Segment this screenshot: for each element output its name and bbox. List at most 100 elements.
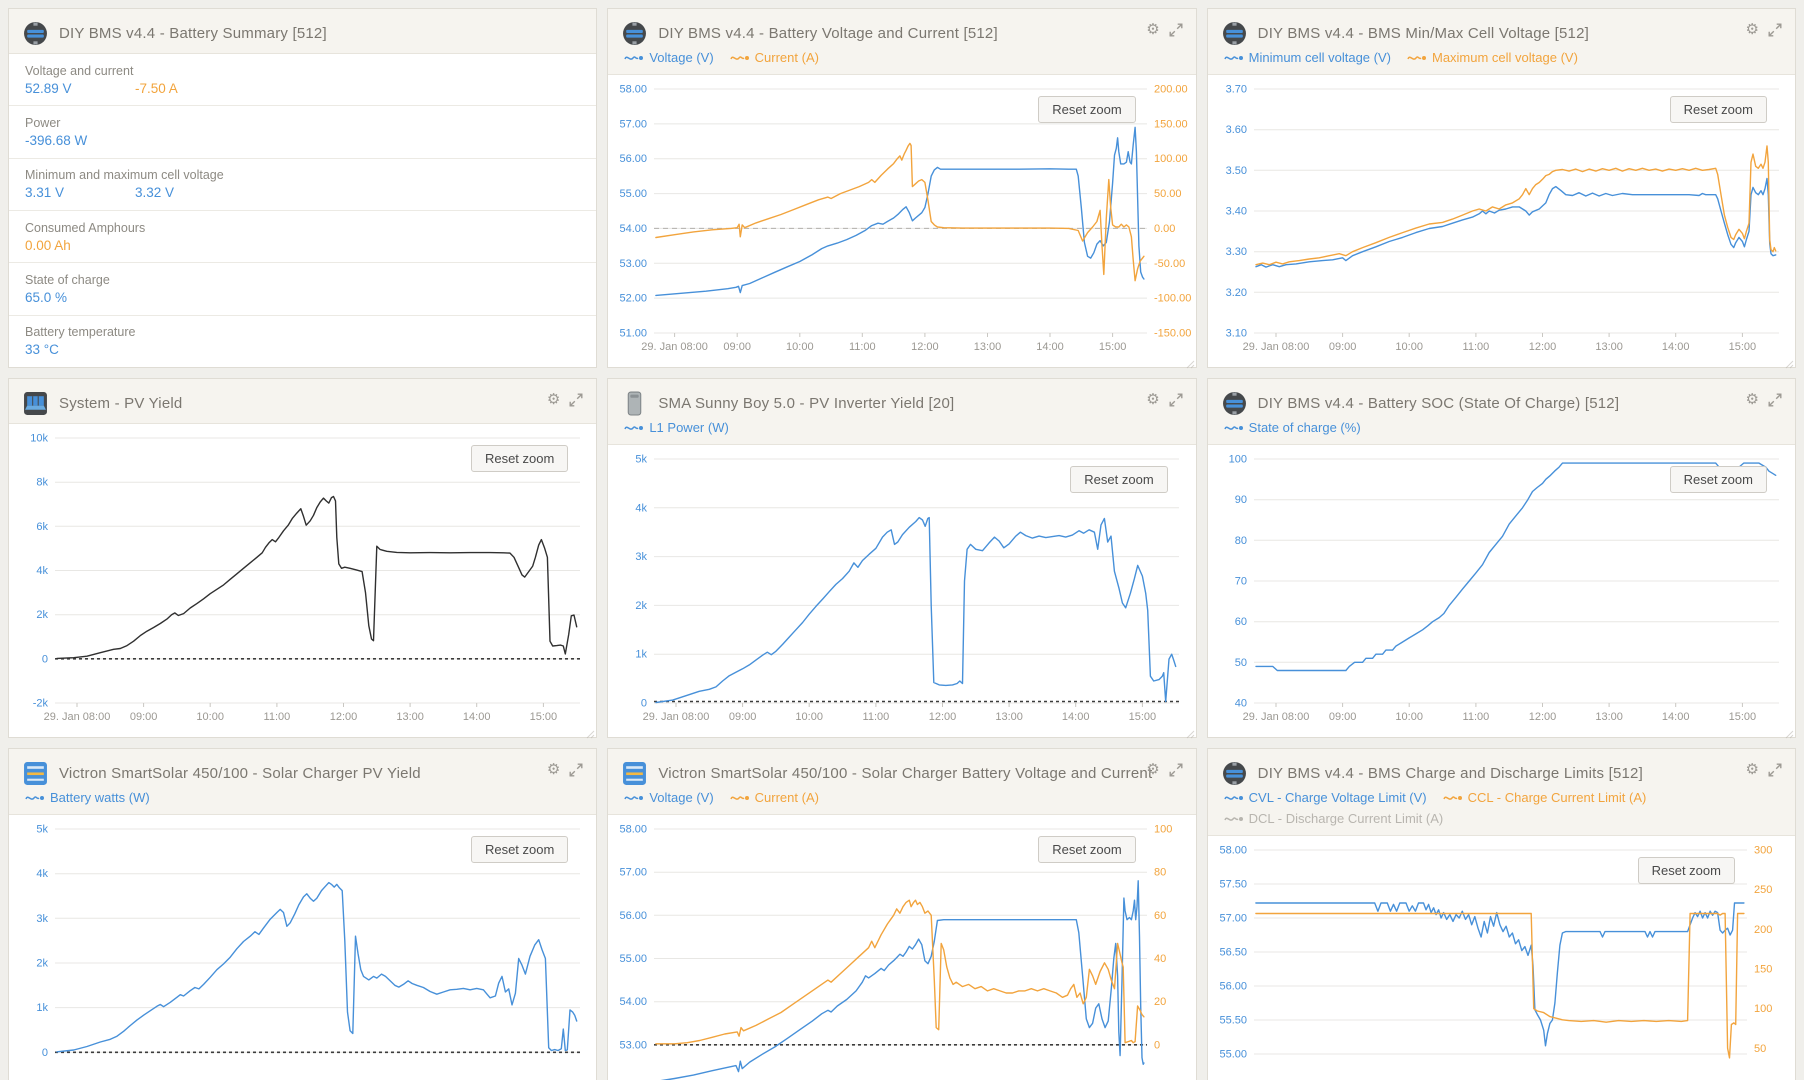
svg-text:29. Jan 08:00: 29. Jan 08:00 <box>44 711 111 723</box>
resize-handle-icon[interactable] <box>1784 356 1794 369</box>
battery-power-value: -396.68 W <box>25 132 88 148</box>
victron-mppt-icon <box>23 761 48 786</box>
reset-zoom-button[interactable]: Reset zoom <box>1070 466 1168 493</box>
line-series-marker-icon <box>624 795 644 800</box>
panel-title: DIY BMS v4.4 - Battery Voltage and Curre… <box>658 24 998 42</box>
panel-battery-summary: DIY BMS v4.4 - Battery Summary [512] Vol… <box>8 8 598 368</box>
svg-text:54.00: 54.00 <box>620 223 648 235</box>
reset-zoom-button[interactable]: Reset zoom <box>1038 836 1136 863</box>
svg-text:55.50: 55.50 <box>1219 1015 1247 1027</box>
svg-text:1k: 1k <box>36 1002 48 1014</box>
svg-text:60: 60 <box>1154 910 1166 922</box>
svg-text:2k: 2k <box>36 958 48 970</box>
legend-l1-power[interactable]: L1 Power (W) <box>624 420 729 435</box>
reset-zoom-button[interactable]: Reset zoom <box>470 445 569 472</box>
gear-icon[interactable]: ⚙ <box>1146 391 1160 408</box>
expand-icon[interactable] <box>1169 763 1183 777</box>
svg-text:3k: 3k <box>636 551 648 563</box>
panel-title: Victron SmartSolar 450/100 - Solar Charg… <box>658 764 1153 782</box>
legend-current[interactable]: Current (A) <box>729 790 819 805</box>
svg-text:11:00: 11:00 <box>1462 711 1489 723</box>
sma-inverter-icon <box>622 391 647 416</box>
expand-icon[interactable] <box>569 763 583 777</box>
legend-voltage[interactable]: Voltage (V) <box>624 50 714 65</box>
summary-label: Voltage and current <box>25 63 134 78</box>
reset-zoom-button[interactable]: Reset zoom <box>470 836 569 863</box>
legend-ccl[interactable]: CCL - Charge Current Limit (A) <box>1442 790 1646 805</box>
expand-icon[interactable] <box>1768 763 1782 777</box>
svg-text:300: 300 <box>1754 845 1772 857</box>
bms-device-icon <box>1222 391 1247 416</box>
svg-text:29. Jan 08:00: 29. Jan 08:00 <box>1242 711 1309 723</box>
svg-text:53.00: 53.00 <box>620 258 648 270</box>
panel-battery-soc: DIY BMS v4.4 - Battery SOC (State Of Cha… <box>1206 378 1796 739</box>
svg-text:09:00: 09:00 <box>729 711 757 723</box>
legend-min-cell-voltage[interactable]: Minimum cell voltage (V) <box>1223 50 1391 65</box>
svg-text:29. Jan 08:00: 29. Jan 08:00 <box>1242 341 1309 353</box>
legend-state-of-charge[interactable]: State of charge (%) <box>1223 420 1361 435</box>
svg-text:55.00: 55.00 <box>1219 1049 1247 1061</box>
expand-icon[interactable] <box>569 393 583 407</box>
panel-title: Victron SmartSolar 450/100 - Solar Charg… <box>59 764 421 782</box>
svg-text:-150.00: -150.00 <box>1154 328 1191 340</box>
panel-bms-charge-discharge-limits: DIY BMS v4.4 - BMS Charge and Discharge … <box>1206 748 1796 1080</box>
gear-icon[interactable]: ⚙ <box>546 391 561 408</box>
legend-voltage[interactable]: Voltage (V) <box>624 790 714 805</box>
svg-text:80: 80 <box>1154 867 1166 879</box>
svg-text:56.00: 56.00 <box>620 153 648 165</box>
bms-device-icon <box>622 21 647 46</box>
svg-text:13:00: 13:00 <box>1595 711 1623 723</box>
reset-zoom-button[interactable]: Reset zoom <box>1637 857 1735 884</box>
svg-text:150: 150 <box>1754 964 1772 976</box>
svg-text:14:00: 14:00 <box>1062 711 1090 723</box>
svg-text:0: 0 <box>42 1047 48 1059</box>
chart-canvas[interactable]: 10k 8k 6k 4k 2k 0 -2k 29. Jan 08:00 09:00 10:00 11… <box>9 424 596 737</box>
legend-dcl[interactable]: DCL - Discharge Current Limit (A) <box>1223 811 1443 826</box>
gear-icon[interactable]: ⚙ <box>1146 761 1160 778</box>
resize-handle-icon[interactable] <box>1185 726 1195 739</box>
gear-icon[interactable]: ⚙ <box>1745 21 1759 38</box>
gear-icon[interactable]: ⚙ <box>546 761 561 778</box>
gear-icon[interactable]: ⚙ <box>1745 391 1759 408</box>
svg-text:3.20: 3.20 <box>1225 287 1246 299</box>
svg-text:150.00: 150.00 <box>1154 118 1188 130</box>
expand-icon[interactable] <box>1768 393 1782 407</box>
resize-handle-icon[interactable] <box>585 726 595 739</box>
max-cell-voltage-value: 3.32 V <box>135 185 175 201</box>
gear-icon[interactable]: ⚙ <box>1745 761 1759 778</box>
reset-zoom-button[interactable]: Reset zoom <box>1038 96 1136 123</box>
svg-text:200.00: 200.00 <box>1154 84 1188 96</box>
legend-battery-watts[interactable]: Battery watts (W) <box>25 790 150 805</box>
svg-text:13:00: 13:00 <box>1595 341 1623 353</box>
chart-canvas[interactable]: 58.00 57.50 57.00 56.50 56.00 55.50 55.00 300 25… <box>1208 836 1795 1080</box>
legend-current[interactable]: Current (A) <box>729 50 819 65</box>
svg-text:3.60: 3.60 <box>1225 124 1246 136</box>
svg-text:50: 50 <box>1234 657 1246 669</box>
panel-header: DIY BMS v4.4 - Battery Summary [512] <box>9 9 597 54</box>
svg-text:10:00: 10:00 <box>1395 711 1423 723</box>
chart-canvas[interactable]: 58.0057.0056.0055.0054.0053.0052.0010080… <box>608 815 1195 1080</box>
svg-text:100: 100 <box>1154 824 1172 836</box>
legend-max-cell-voltage[interactable]: Maximum cell voltage (V) <box>1407 50 1578 65</box>
gear-icon[interactable]: ⚙ <box>1146 21 1160 38</box>
reset-zoom-button[interactable]: Reset zoom <box>1669 96 1767 123</box>
svg-text:55.00: 55.00 <box>620 953 648 965</box>
chart-canvas[interactable]: 100 90 80 70 60 50 40 29. Jan 08:00 09:00 10:00 11… <box>1208 445 1795 737</box>
panel-title: SMA Sunny Boy 5.0 - PV Inverter Yield [2… <box>658 394 955 412</box>
resize-handle-icon[interactable] <box>1784 726 1794 739</box>
expand-icon[interactable] <box>1169 393 1183 407</box>
chart-canvas[interactable]: 58.00 57.00 56.00 55.00 54.00 53.00 52.00 51.00… <box>608 75 1195 367</box>
panel-header: Victron SmartSolar 450/100 - Solar Charg… <box>9 749 597 815</box>
legend-cvl[interactable]: CVL - Charge Voltage Limit (V) <box>1223 790 1427 805</box>
expand-icon[interactable] <box>1169 23 1183 37</box>
expand-icon[interactable] <box>1768 23 1782 37</box>
chart-canvas[interactable]: 3.70 3.60 3.50 3.40 3.30 3.20 3.10 29. Jan 08:0… <box>1208 75 1795 367</box>
panel-system-pv-yield: System - PV Yield ⚙ 10k 8k 6k 4k 2k 0 -2k 29. J… <box>8 378 598 739</box>
svg-text:4k: 4k <box>36 565 48 577</box>
battery-current-value: -7.50 A <box>135 80 178 96</box>
resize-handle-icon[interactable] <box>1185 356 1195 369</box>
svg-text:8k: 8k <box>36 477 48 489</box>
reset-zoom-button[interactable]: Reset zoom <box>1669 466 1767 493</box>
